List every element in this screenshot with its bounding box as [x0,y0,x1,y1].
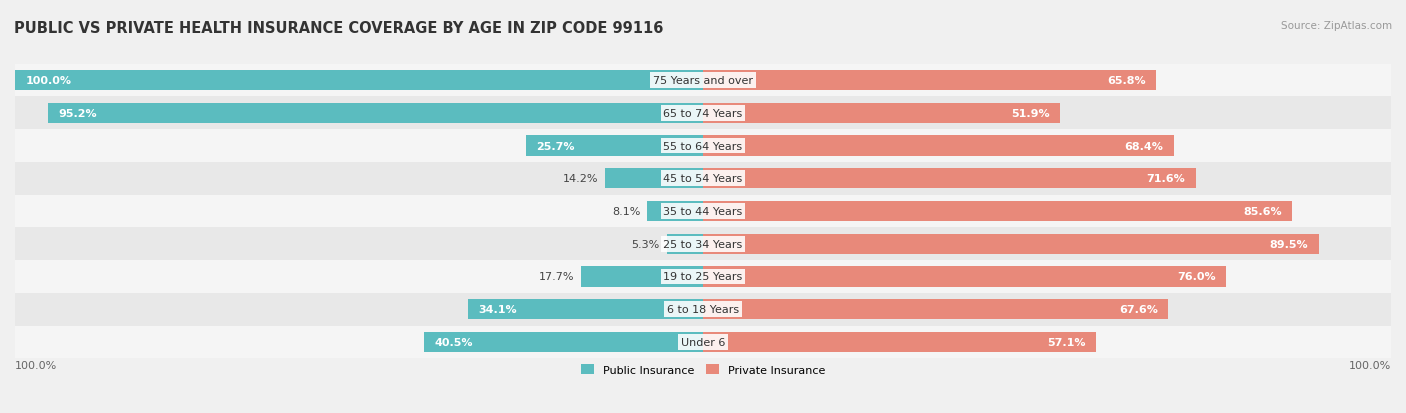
Bar [703,202,1292,222]
Bar [48,103,703,123]
Text: 65 to 74 Years: 65 to 74 Years [664,109,742,119]
Text: 5.3%: 5.3% [631,239,659,249]
Text: 19 to 25 Years: 19 to 25 Years [664,272,742,282]
Bar [581,267,703,287]
Text: 17.7%: 17.7% [538,272,574,282]
Bar [703,234,1319,254]
Bar [15,71,703,91]
Bar [647,202,703,222]
Text: 51.9%: 51.9% [1011,109,1050,119]
Text: Source: ZipAtlas.com: Source: ZipAtlas.com [1281,21,1392,31]
Bar [0,97,1406,130]
Text: PUBLIC VS PRIVATE HEALTH INSURANCE COVERAGE BY AGE IN ZIP CODE 99116: PUBLIC VS PRIVATE HEALTH INSURANCE COVER… [14,21,664,36]
Text: 75 Years and over: 75 Years and over [652,76,754,86]
Bar [526,136,703,156]
Bar [0,261,1406,293]
Bar [703,299,1168,320]
Text: Under 6: Under 6 [681,337,725,347]
Text: 45 to 54 Years: 45 to 54 Years [664,174,742,184]
Bar [703,103,1060,123]
Bar [666,234,703,254]
Text: 57.1%: 57.1% [1047,337,1085,347]
Bar [468,299,703,320]
Text: 100.0%: 100.0% [15,360,58,370]
Bar [0,293,1406,326]
Text: 100.0%: 100.0% [25,76,72,86]
Text: 65.8%: 65.8% [1107,76,1146,86]
Text: 55 to 64 Years: 55 to 64 Years [664,141,742,151]
Text: 67.6%: 67.6% [1119,304,1157,314]
Bar [0,162,1406,195]
Bar [703,136,1174,156]
Text: 6 to 18 Years: 6 to 18 Years [666,304,740,314]
Bar [0,195,1406,228]
Text: 14.2%: 14.2% [562,174,599,184]
Text: 95.2%: 95.2% [58,109,97,119]
Text: 71.6%: 71.6% [1146,174,1185,184]
Bar [703,332,1095,352]
Text: 89.5%: 89.5% [1270,239,1309,249]
Text: 25 to 34 Years: 25 to 34 Years [664,239,742,249]
Text: 34.1%: 34.1% [478,304,517,314]
Bar [0,130,1406,162]
Text: 100.0%: 100.0% [1348,360,1391,370]
Bar [606,169,703,189]
Bar [703,169,1195,189]
Bar [0,64,1406,97]
Bar [703,71,1156,91]
Text: 25.7%: 25.7% [537,141,575,151]
Text: 76.0%: 76.0% [1177,272,1216,282]
Bar [0,228,1406,261]
Text: 68.4%: 68.4% [1125,141,1163,151]
Text: 85.6%: 85.6% [1243,206,1282,216]
Text: 8.1%: 8.1% [612,206,640,216]
Bar [0,326,1406,358]
Text: 35 to 44 Years: 35 to 44 Years [664,206,742,216]
Text: 40.5%: 40.5% [434,337,474,347]
Legend: Public Insurance, Private Insurance: Public Insurance, Private Insurance [576,360,830,380]
Bar [425,332,703,352]
Bar [703,267,1226,287]
